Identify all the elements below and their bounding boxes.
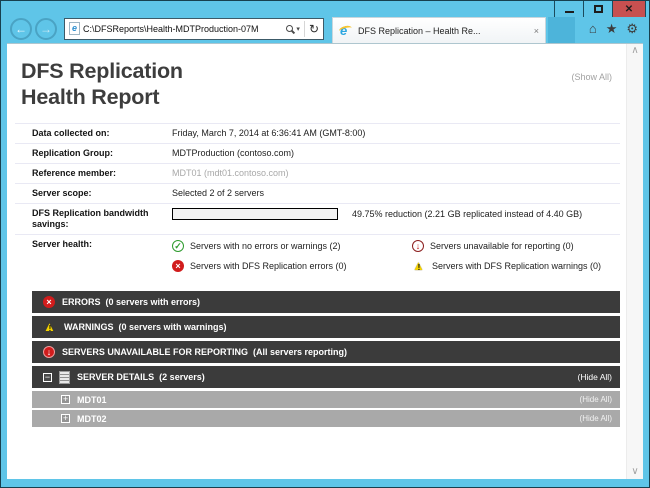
ie-favicon: e xyxy=(338,23,353,38)
info-row-data-collected: Data collected on: Friday, March 7, 2014… xyxy=(15,123,620,143)
info-row-replication-group: Replication Group: MDTProduction (contos… xyxy=(15,143,620,163)
tools-gear-icon[interactable]: ⚙ xyxy=(626,20,638,36)
unavailable-icon: ↓ xyxy=(43,346,55,358)
divider xyxy=(303,20,305,37)
hide-all-link[interactable]: (Hide All) xyxy=(579,414,612,423)
health-item: ✓ Servers with no errors or warnings (2) xyxy=(172,240,412,252)
minimize-button[interactable] xyxy=(555,1,584,17)
browser-tab[interactable]: e DFS Replication – Health Re... × xyxy=(332,17,546,43)
warning-icon: ▲! xyxy=(412,258,425,273)
favorites-star-icon[interactable]: ★ xyxy=(605,20,618,36)
back-icon: ← xyxy=(15,21,27,36)
chrome-actions: ⌂ ★ ⚙ xyxy=(589,21,643,37)
section-server-details[interactable]: − SERVER DETAILS (2 servers) (Hide All) xyxy=(32,366,620,388)
expand-icon[interactable]: + xyxy=(61,394,70,404)
report-sections: × ERRORS (0 servers with errors) ▲! WARN… xyxy=(32,291,620,427)
warning-icon: ▲! xyxy=(43,319,56,334)
section-warnings[interactable]: ▲! WARNINGS (0 servers with warnings) xyxy=(32,316,620,338)
info-row-reference-member: Reference member: MDT01 (mdt01.contoso.c… xyxy=(15,163,620,183)
info-row-server-scope: Server scope: Selected 2 of 2 servers xyxy=(15,183,620,203)
scroll-up-icon[interactable]: ∧ xyxy=(631,45,639,56)
hide-all-link[interactable]: (Hide All) xyxy=(577,372,612,382)
page-title: DFS Replication Health Report xyxy=(21,59,183,109)
browser-toolbar: ← → e C:\DFSReports\Health-MDTProduction… xyxy=(7,14,643,43)
health-item: ↓ Servers unavailable for reporting (0) xyxy=(412,240,601,252)
refresh-icon[interactable]: ↻ xyxy=(308,21,319,36)
error-icon: × xyxy=(172,260,184,272)
maximize-button[interactable] xyxy=(584,1,613,17)
server-row-mdt01[interactable]: + MDT01 (Hide All) xyxy=(32,391,620,408)
health-item: × Servers with DFS Replication errors (0… xyxy=(172,260,412,272)
tab-close-icon[interactable]: × xyxy=(533,25,539,36)
server-row-mdt02[interactable]: + MDT02 (Hide All) xyxy=(32,410,620,427)
forward-icon: → xyxy=(40,21,52,36)
minimize-icon xyxy=(564,10,574,13)
bandwidth-row: DFS Replication bandwidth savings: 49.75… xyxy=(15,203,620,234)
chevron-down-icon[interactable]: ▾ xyxy=(296,25,300,33)
url-text[interactable]: C:\DFSReports\Health-MDTProduction-07M xyxy=(83,23,259,34)
close-button[interactable]: ✕ xyxy=(613,1,646,17)
window-controls: ✕ xyxy=(554,1,646,17)
server-health-row: Server health: ✓ Servers with no errors … xyxy=(15,234,620,276)
bandwidth-progress-bar xyxy=(172,208,338,220)
section-unavailable[interactable]: ↓ SERVERS UNAVAILABLE FOR REPORTING (All… xyxy=(32,341,620,363)
report-page: (Show All) DFS Replication Health Report… xyxy=(7,44,626,479)
collapse-icon[interactable]: − xyxy=(43,371,52,382)
tab-title: DFS Replication – Health Re... xyxy=(358,25,481,36)
page-icon: e xyxy=(69,22,80,35)
page-content: ∧ ∨ (Show All) DFS Replication Health Re… xyxy=(7,43,643,479)
home-icon[interactable]: ⌂ xyxy=(588,21,597,36)
show-all-link[interactable]: (Show All) xyxy=(571,72,612,82)
new-tab-button[interactable] xyxy=(548,17,575,43)
unavailable-icon: ↓ xyxy=(412,240,424,252)
section-errors[interactable]: × ERRORS (0 servers with errors) xyxy=(32,291,620,313)
error-icon: × xyxy=(43,296,55,308)
address-bar[interactable]: e C:\DFSReports\Health-MDTProduction-07M… xyxy=(64,17,324,40)
maximize-icon xyxy=(593,5,603,13)
vertical-scrollbar[interactable]: ∧ ∨ xyxy=(626,44,643,479)
expand-icon[interactable]: + xyxy=(61,413,70,423)
hide-all-link[interactable]: (Hide All) xyxy=(579,395,612,404)
forward-button[interactable]: → xyxy=(35,17,57,40)
search-icon[interactable] xyxy=(286,25,294,32)
close-icon: ✕ xyxy=(624,3,634,15)
bandwidth-summary: 49.75% reduction (2.21 GB replicated ins… xyxy=(352,208,583,219)
ok-icon: ✓ xyxy=(172,240,184,252)
scroll-down-icon[interactable]: ∨ xyxy=(631,466,639,477)
health-item: ▲! Servers with DFS Replication warnings… xyxy=(412,258,602,273)
back-button[interactable]: ← xyxy=(10,17,32,40)
server-icon xyxy=(59,370,70,384)
